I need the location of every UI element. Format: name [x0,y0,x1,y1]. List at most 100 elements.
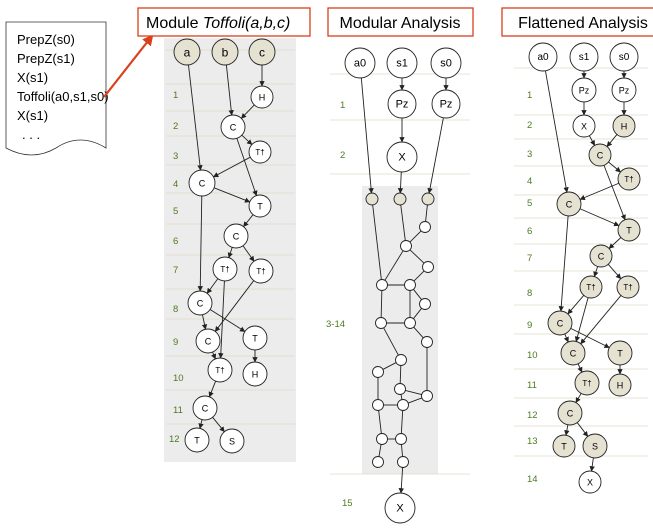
small-gate-node [400,240,412,252]
step-label: 10 [173,373,184,384]
code-line: PrepZ(s0) [17,32,75,47]
code-line: Toffoli(a0,s1,s0) [17,89,109,104]
gate-node: X [384,492,416,524]
edge [206,278,219,294]
edge [372,204,382,280]
small-gate-node [372,366,384,378]
edge [218,280,225,359]
nodes: a b c H C T† C T C T† T† C C T T† H C T Sa0 s1 s0 Pz Pz X Xa0 s1 s… [173,38,641,524]
gate-node: C [556,191,582,217]
edge [580,295,622,345]
gate-node: C [560,340,586,366]
module-title-signature: Toffoli(a,b,c) [203,15,290,32]
gate-node: T† [574,370,600,396]
node-label: C [557,319,564,329]
small-gate-node [422,261,434,273]
node-label: T [252,334,258,344]
edge [400,394,403,400]
gate-node: C [195,328,221,354]
edge [409,230,422,243]
qubit-entry-node [421,192,435,206]
gate-node: X [572,114,596,138]
input-node: s1 [386,47,418,79]
gate-node: Pz [571,77,597,103]
module-title-box: Module Toffoli(a,b,c) [137,7,311,37]
edge [240,104,255,119]
small-gate-node [395,433,407,445]
step-label: 1 [173,90,178,101]
node-label: C [197,299,204,309]
step-label: 3-14 [326,319,345,330]
node-label: H [252,370,259,380]
step-label: 1 [527,90,532,101]
edge [564,424,570,436]
gate-node: Pz [387,89,417,119]
gate-node: T† [207,357,233,383]
input-node: a0 [528,42,558,72]
code-line: PrepZ(s1) [17,51,75,66]
edge [558,215,569,312]
node-label: T† [255,148,264,157]
module-shaded-region [164,38,296,462]
node-label: C [202,404,209,414]
input-node: s0 [609,42,639,72]
node-label: T† [586,283,595,292]
edge [212,156,251,178]
edge [398,467,404,494]
step-label: 12 [169,434,180,445]
small-gate-node [421,336,433,348]
node-label: C [570,349,577,359]
step-label: 11 [527,380,537,391]
step-label: 6 [173,236,178,247]
small-gate-node [397,399,409,411]
gate-node: T [184,427,210,453]
node-label: H [621,122,628,132]
edge [241,134,253,145]
node-label: T† [220,265,229,274]
edge [570,327,610,349]
gate-node: C [547,310,573,336]
edge [544,70,569,193]
edge [401,444,403,457]
gate-node: T† [616,275,640,299]
step-label: 15 [342,498,353,509]
edge [378,444,382,457]
node-label: S [592,442,598,452]
node-label: C [205,337,212,347]
gate-node: X [386,141,418,173]
gate-node: C [192,395,218,421]
edge [212,417,225,433]
node-label: T [194,436,200,446]
node-label: T [561,442,567,452]
gate-node: C [188,169,216,197]
small-gate-node [376,433,388,445]
edge [211,351,217,360]
call-arrow [103,34,154,98]
step-label: 11 [173,405,183,416]
input-node: c [248,38,276,66]
edge [413,326,424,339]
node-label: H [617,381,624,391]
node-label: C [597,151,604,161]
step-label: 7 [527,253,532,264]
edge [425,204,428,222]
edge [577,363,583,373]
gate-node: C [588,143,612,167]
node-label: T† [256,267,265,276]
small-gate-node [419,298,431,310]
edge [360,77,374,194]
edge [227,247,233,259]
gate-node: S [219,428,245,454]
node-label: T† [582,379,591,388]
node-label: Pz [579,86,590,96]
node-label: C [566,200,573,210]
gate-node: T [607,340,633,366]
edge [378,410,382,434]
node-label: T [626,226,632,236]
module-title-prefix: Module [146,15,203,32]
step-label: 12 [527,410,538,421]
input-node: a [173,38,201,66]
edge [574,297,589,342]
edge [607,263,622,280]
